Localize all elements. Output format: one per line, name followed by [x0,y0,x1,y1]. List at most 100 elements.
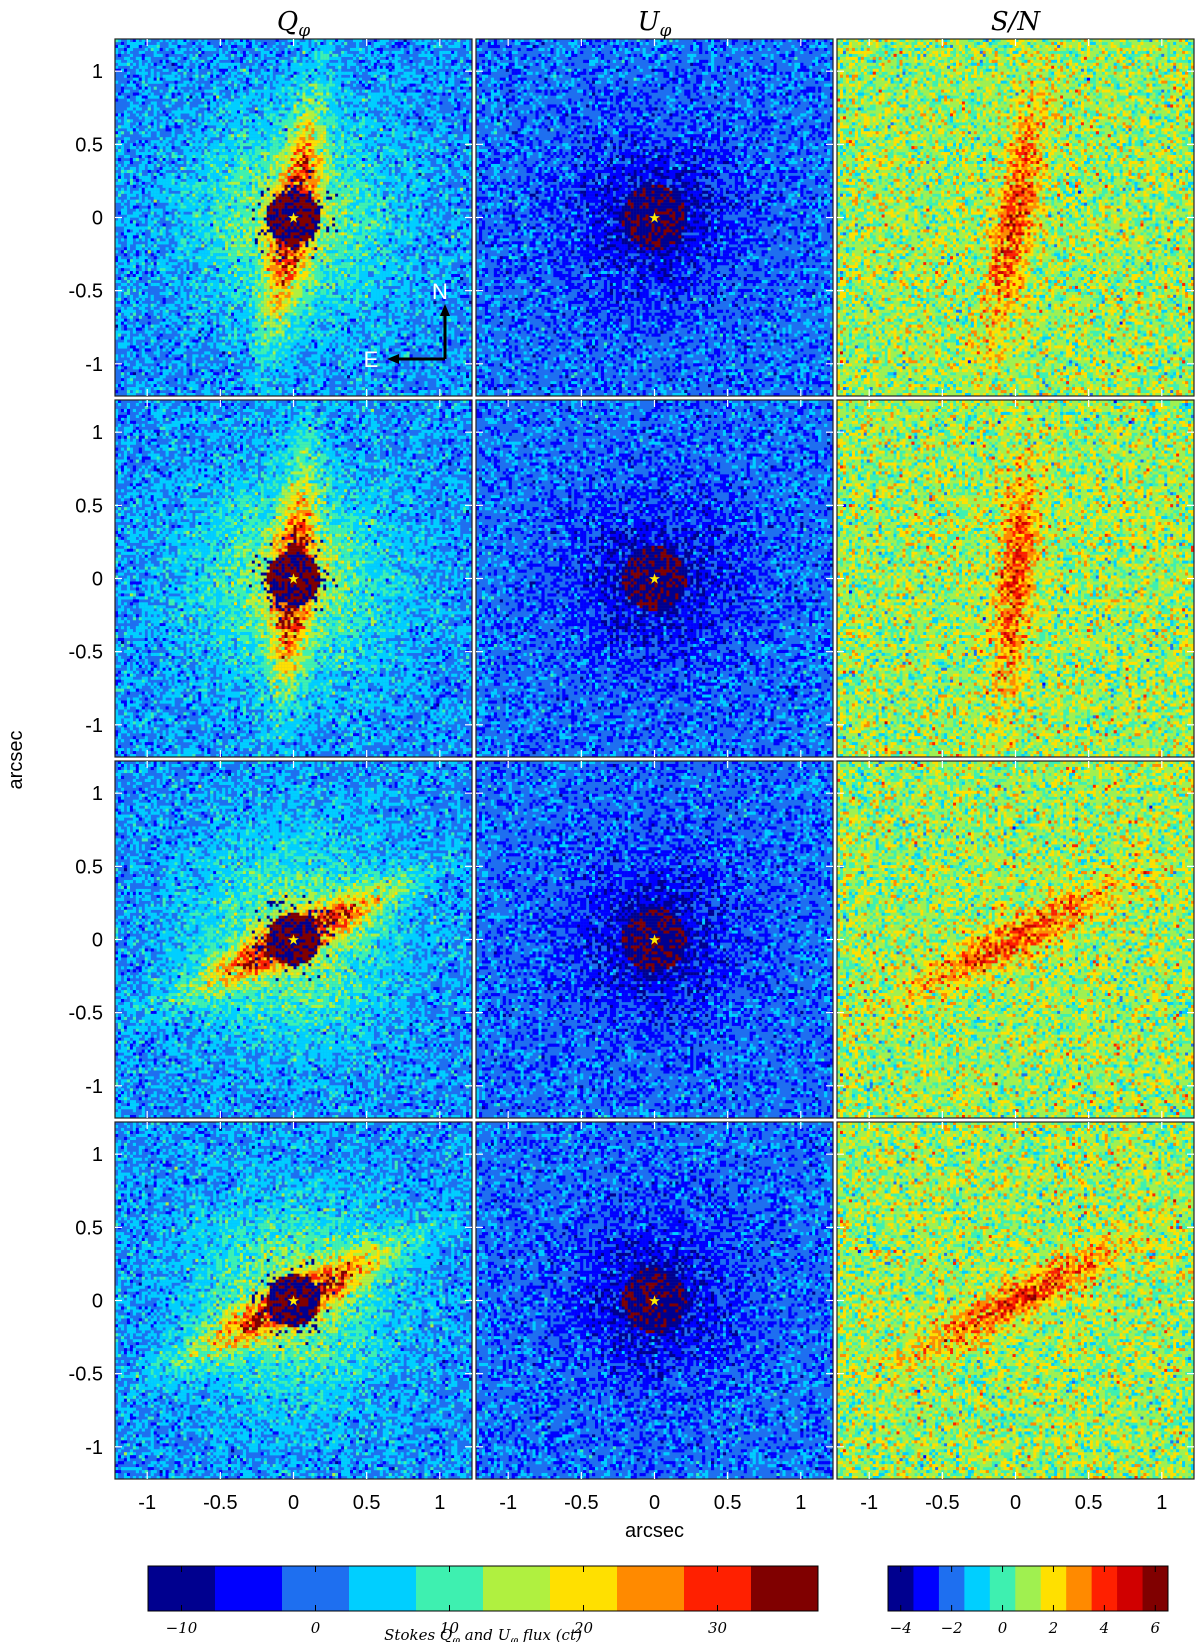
pixel [243,99,246,102]
pixel [356,101,359,104]
pixel [198,87,201,90]
pixel [344,93,347,96]
pixel [380,81,383,84]
pixel [160,90,163,93]
pixel [368,69,371,72]
pixel [436,63,439,66]
pixel [189,57,192,60]
pixel [415,99,418,102]
pixel [433,84,436,87]
pixel [418,81,421,84]
pixel [454,104,457,107]
pixel [231,66,234,69]
pixel [323,51,326,54]
pixel [466,93,469,96]
pixel [314,48,317,51]
pixel [308,104,311,107]
pixel [320,63,323,66]
pixel [374,96,377,99]
pixel [175,72,178,75]
pixel [264,42,267,45]
pixel [160,48,163,51]
pixel [347,81,350,84]
pixel [368,72,371,75]
pixel [139,42,142,45]
pixel [139,101,142,104]
pixel [291,78,294,81]
pixel [335,101,338,104]
pixel [160,60,163,63]
pixel [353,48,356,51]
pixel [273,90,276,93]
pixel [380,78,383,81]
pixel [231,42,234,45]
pixel [463,42,466,45]
pixel [362,81,365,84]
pixel [356,90,359,93]
pixel [270,75,273,78]
pixel [246,66,249,69]
pixel [195,66,198,69]
pixel [451,78,454,81]
pixel [264,81,267,84]
pixel [183,81,186,84]
pixel [395,101,398,104]
pixel [380,60,383,63]
pixel [371,48,374,51]
pixel [231,101,234,104]
pixel [145,84,148,87]
pixel [347,72,350,75]
pixel [240,93,243,96]
pixel [231,45,234,48]
pixel [195,72,198,75]
pixel [216,57,219,60]
pixel [177,78,180,81]
pixel [219,54,222,57]
pixel [359,60,362,63]
pixel [308,66,311,69]
pixel [279,104,282,107]
pixel [210,45,213,48]
pixel [296,45,299,48]
pixel [314,78,317,81]
pixel [362,69,365,72]
pixel [377,51,380,54]
pixel [347,87,350,90]
pixel [175,90,178,93]
pixel [347,90,350,93]
pixel [311,72,314,75]
pixel [407,66,410,69]
pixel [305,57,308,60]
pixel [276,60,279,63]
pixel [237,81,240,84]
pixel [273,45,276,48]
pixel [279,69,282,72]
pixel [311,84,314,87]
pixel [175,48,178,51]
pixel [311,69,314,72]
pixel [359,57,362,60]
pixel [183,72,186,75]
pixel [264,93,267,96]
pixel [231,90,234,93]
pixel [252,75,255,78]
pixel [341,45,344,48]
pixel [213,72,216,75]
pixel [463,81,466,84]
pixel [142,42,145,45]
pixel [207,63,210,66]
pixel [356,96,359,99]
pixel [177,57,180,60]
pixel [317,84,320,87]
pixel [329,81,332,84]
pixel [157,96,160,99]
pixel [177,87,180,90]
pixel [279,66,282,69]
pixel [166,96,169,99]
pixel [296,54,299,57]
pixel [166,69,169,72]
pixel [255,96,258,99]
pixel [401,101,404,104]
pixel [439,81,442,84]
pixel [285,90,288,93]
